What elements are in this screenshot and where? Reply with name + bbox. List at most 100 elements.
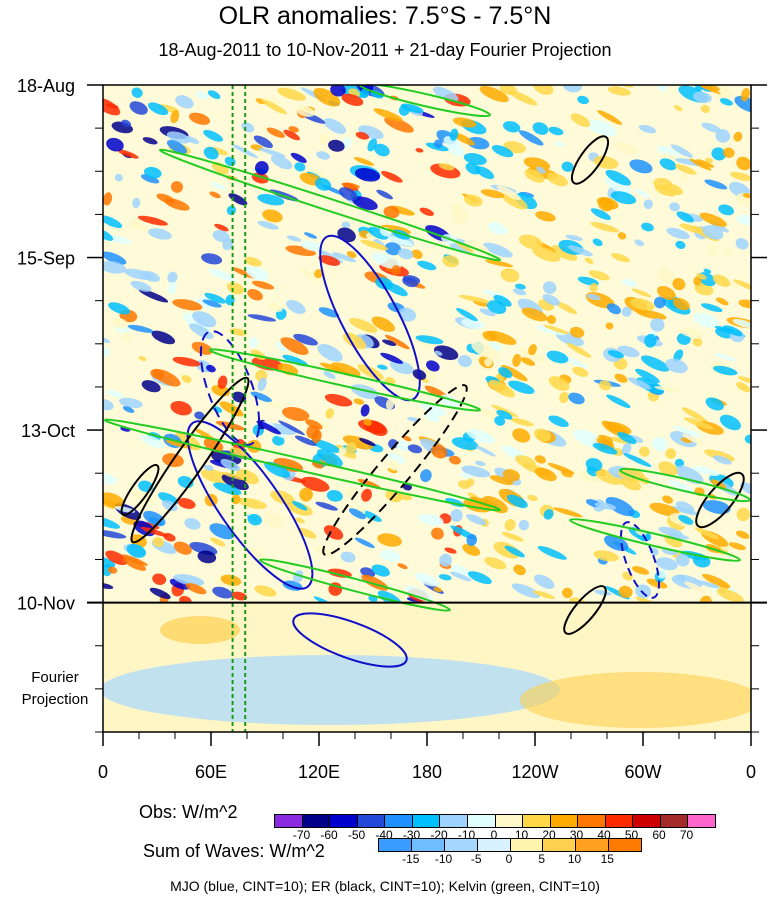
obs-cell: [713, 352, 738, 362]
obs-cell: [172, 356, 201, 367]
obs-cell: [282, 354, 309, 367]
obs-cell: [203, 130, 224, 142]
obs-cell: [438, 163, 455, 171]
obs-cell: [523, 157, 551, 171]
mjo-contour-4: [292, 612, 408, 668]
kelvin-contour-5: [258, 558, 452, 612]
obs-cell: [277, 87, 307, 101]
obs-cell: [559, 392, 569, 404]
projection-positive-area: [520, 672, 751, 728]
kelvin-contour-2: [103, 418, 502, 512]
obs-cell: [355, 131, 370, 140]
obs-cell: [396, 591, 406, 600]
obs-cell: [226, 282, 245, 295]
obs-cell: [451, 437, 479, 450]
mjo-contour-2: [199, 330, 261, 446]
obs-cell: [532, 122, 549, 135]
obs-cell: [387, 452, 406, 465]
obs-cell: [672, 425, 702, 438]
obs-cell: [504, 545, 525, 558]
obs-cell: [675, 501, 695, 514]
obs-cell: [735, 238, 749, 250]
colorbar-swatch: [379, 839, 412, 851]
obs-cell: [683, 417, 714, 430]
obs-cell: [466, 478, 475, 487]
obs-cell: [231, 494, 241, 505]
obs-cell: [306, 425, 320, 439]
obs-cell: [201, 253, 223, 265]
obs-cell: [673, 349, 684, 362]
obs-cell: [735, 192, 751, 208]
obs-cell: [508, 90, 538, 106]
obs-cell: [140, 434, 165, 449]
obs-cell: [247, 513, 262, 526]
obs-cell: [666, 227, 690, 240]
obs-cell: [415, 148, 424, 153]
obs-cell: [209, 191, 221, 199]
obs-cell: [363, 418, 372, 426]
obs-cell: [534, 467, 557, 482]
obs-cell: [651, 437, 668, 452]
obs-cell: [655, 557, 678, 571]
obs-cell: [272, 435, 285, 446]
obs-cell: [172, 299, 203, 311]
obs-cell: [491, 404, 519, 418]
obs-cell: [682, 433, 705, 446]
obs-cell: [467, 571, 492, 585]
obs-cell: [282, 407, 310, 422]
obs-cell: [350, 384, 379, 400]
obs-cell: [251, 356, 283, 371]
obs-cell: [407, 444, 423, 454]
obs-cell: [226, 205, 236, 216]
obs-cell: [197, 550, 217, 564]
obs-cell: [702, 500, 731, 515]
obs-cell: [484, 358, 493, 367]
obs-cell: [353, 398, 365, 405]
obs-cell: [326, 489, 343, 502]
obs-cell: [103, 251, 127, 265]
obs-cell: [548, 415, 569, 428]
obs-cell: [382, 339, 397, 346]
obs-cell: [627, 377, 652, 390]
obs-cell: [452, 117, 477, 128]
colorbar-swatch: [660, 815, 689, 827]
obs-cell: [467, 137, 490, 150]
obs-cell: [487, 222, 508, 235]
obs-cell: [738, 299, 751, 309]
obs-cell: [371, 564, 390, 577]
obs-cell: [384, 117, 414, 133]
obs-cell: [175, 95, 194, 109]
obs-cell: [520, 348, 545, 362]
obs-cell: [703, 268, 712, 274]
obs-cell: [553, 507, 583, 518]
obs-cell: [536, 325, 567, 336]
obs-cell: [252, 280, 275, 290]
colorbar-tick-label: -10: [434, 852, 453, 866]
obs-cell: [346, 251, 357, 259]
colorbar-swatch: [523, 815, 551, 827]
obs-cell: [533, 428, 552, 442]
obs-cell: [459, 472, 473, 479]
obs-cell: [606, 303, 621, 315]
obs-cell: [636, 309, 667, 320]
obs-cell: [542, 294, 560, 306]
obs-cell: [158, 492, 179, 505]
obs-cell: [657, 85, 668, 92]
colorbar-swatch: [411, 839, 445, 851]
obs-cell: [718, 204, 735, 216]
obs-cell: [503, 121, 521, 133]
colorbar-tick-label: 5: [538, 852, 546, 866]
wave-projection-field: [103, 603, 751, 732]
obs-cell: [132, 197, 141, 209]
obs-cell: [149, 587, 171, 599]
obs-cell: [482, 331, 498, 342]
obs-cell: [607, 350, 624, 359]
obs-cell: [675, 164, 697, 175]
obs-cell: [250, 391, 272, 403]
obs-cell: [278, 420, 305, 436]
obs-cell: [532, 590, 555, 599]
obs-cell: [701, 303, 723, 313]
obs-cell: [464, 239, 489, 254]
obs-cell: [610, 191, 637, 205]
obs-cell: [546, 315, 557, 325]
